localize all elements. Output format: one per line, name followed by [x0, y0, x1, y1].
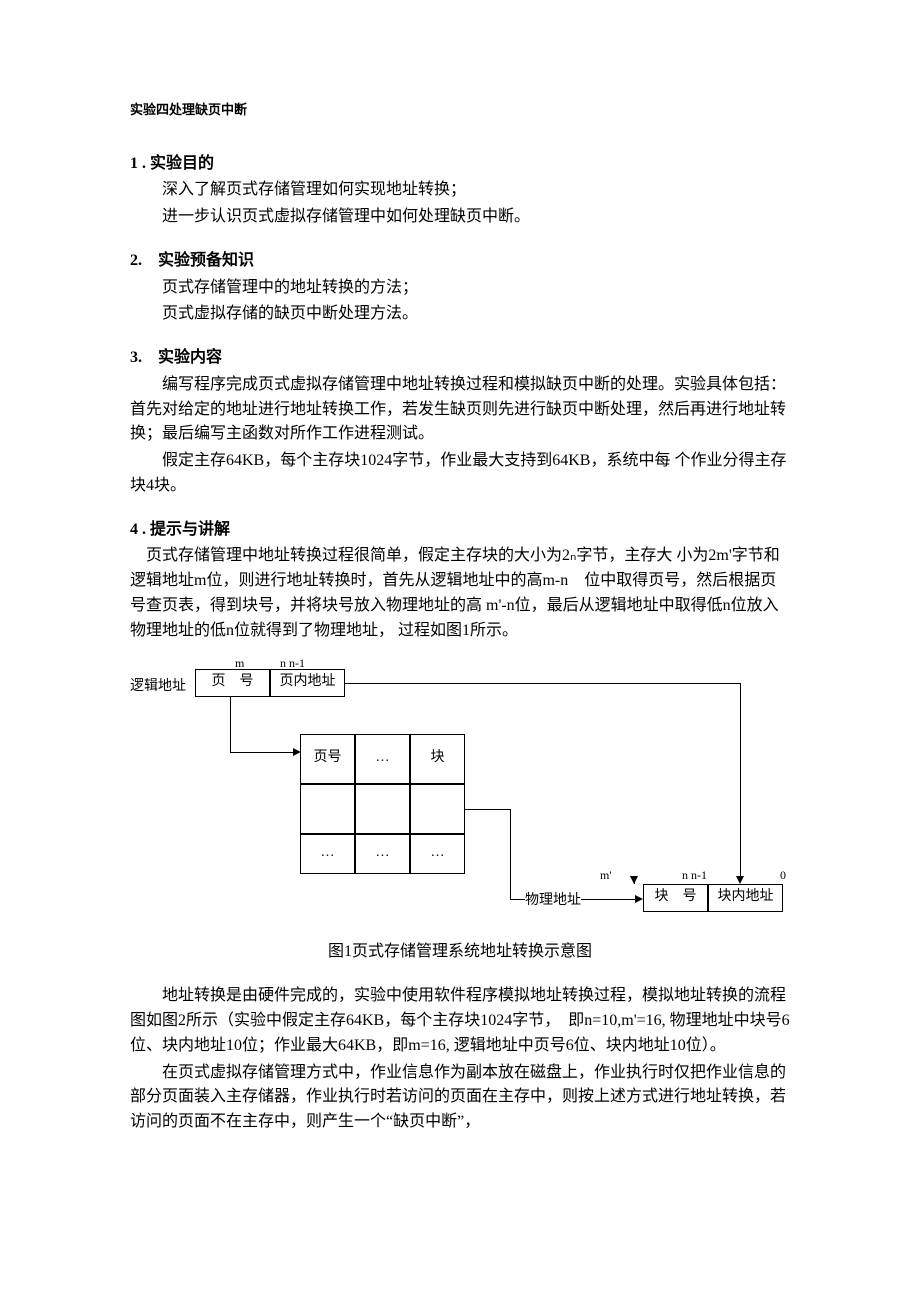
physical-addr-label: 物理地址 — [525, 890, 581, 912]
pagetable-r3c1: … — [300, 834, 355, 874]
n-n1-label-bottom: n n-1 — [682, 866, 707, 885]
section4-cont-body: 地址转换是由硬件完成的，实验中使用软件程序模拟地址转换过程，模拟地址转换的流程图… — [130, 984, 790, 1135]
pagetable-r2c3 — [410, 784, 465, 834]
page-num-label: 页号 — [314, 747, 342, 769]
pagetable-r3c2: … — [355, 834, 410, 874]
page-offset-box: 页内地址 — [270, 669, 345, 697]
section1-body: 深入了解页式存储管理如何实现地址转换； 进一步认识页式虚拟存储管理中如何处理缺页… — [130, 178, 790, 230]
section3-body: 编写程序完成页式虚拟存储管理中地址转换过程和模拟缺页中断的处理。实验具体包括：首… — [130, 373, 790, 499]
section4-header: 4 . 提示与讲解 — [130, 517, 790, 543]
pagetable-col3: 块 — [410, 734, 465, 784]
pagetable-r2c2 — [355, 784, 410, 834]
section4-p1: 页式存储管理中地址转换过程很简单，假定主存块的大小为2ₙ字节，主存大 小为2m'… — [130, 544, 790, 643]
section1-p1: 深入了解页式存储管理如何实现地址转换； — [130, 178, 790, 203]
section2-num: 2. — [130, 252, 142, 269]
pagetable-col1: 页号 — [300, 734, 355, 784]
section4-dot: . — [138, 521, 150, 538]
section2-text: 实验预备知识 — [158, 252, 254, 269]
line-h1 — [345, 683, 740, 684]
line-v1 — [740, 683, 741, 878]
section3-p1: 编写程序完成页式虚拟存储管理中地址转换过程和模拟缺页中断的处理。实验具体包括：首… — [130, 373, 790, 447]
section2-body: 页式存储管理中的地址转换的方法； 页式虚拟存储的缺页中断处理方法。 — [130, 276, 790, 328]
section4-p2: 地址转换是由硬件完成的，实验中使用软件程序模拟地址转换过程，模拟地址转换的流程图… — [130, 984, 790, 1058]
section3-p2: 假定主存64KB，每个主存块1024字节，作业最大支持到64KB，系统中每 个作… — [130, 449, 790, 499]
section4-num: 4 — [130, 521, 138, 538]
mp-label: m' — [600, 866, 612, 885]
arrow1 — [736, 876, 744, 884]
pagetable-col2: … — [355, 734, 410, 784]
section1-p2: 进一步认识页式虚拟存储管理中如何处理缺页中断。 — [130, 205, 790, 230]
zero-label: 0 — [780, 866, 786, 885]
line-h3 — [465, 809, 510, 810]
logical-addr-label: 逻辑地址 — [130, 676, 186, 698]
line-v2 — [230, 697, 231, 752]
pagetable-r3c3: … — [410, 834, 465, 874]
pagetable-r2c1 — [300, 784, 355, 834]
line-v3b — [634, 876, 635, 884]
page-num-box: 页 号 — [195, 669, 270, 697]
arrow3 — [635, 895, 643, 903]
section3-header: 3. 实验内容 — [130, 345, 790, 371]
address-translation-diagram: m n n-1 逻辑地址 页 号 页内地址 页号 … 块 … … … m' n … — [130, 654, 790, 934]
section4-p3: 在页式虚拟存储管理方式中，作业信息作为副本放在磁盘上，作业执行时仅把作业信息的部… — [130, 1061, 790, 1135]
section1-header: 1 . 实验目的 — [130, 151, 790, 177]
experiment-title: 实验四处理缺页中断 — [130, 100, 790, 121]
section1-dot: . — [138, 155, 150, 172]
block-offset-box: 块内地址 — [708, 884, 783, 912]
block-num-box: 块 号 — [643, 884, 708, 912]
section3-num: 3. — [130, 349, 142, 366]
line-h2 — [230, 752, 295, 753]
section3-text: 实验内容 — [158, 349, 222, 366]
section1-num: 1 — [130, 155, 138, 172]
line-v3 — [510, 809, 511, 899]
diagram-caption: 图1页式存储管理系统地址转换示意图 — [130, 939, 790, 965]
section2-p2: 页式虚拟存储的缺页中断处理方法。 — [130, 302, 790, 327]
section2-header: 2. 实验预备知识 — [130, 248, 790, 274]
section2-p1: 页式存储管理中的地址转换的方法； — [130, 276, 790, 301]
section4-body: 页式存储管理中地址转换过程很简单，假定主存块的大小为2ₙ字节，主存大 小为2m'… — [130, 544, 790, 643]
section1-text: 实验目的 — [150, 155, 214, 172]
section4-text: 提示与讲解 — [150, 521, 230, 538]
